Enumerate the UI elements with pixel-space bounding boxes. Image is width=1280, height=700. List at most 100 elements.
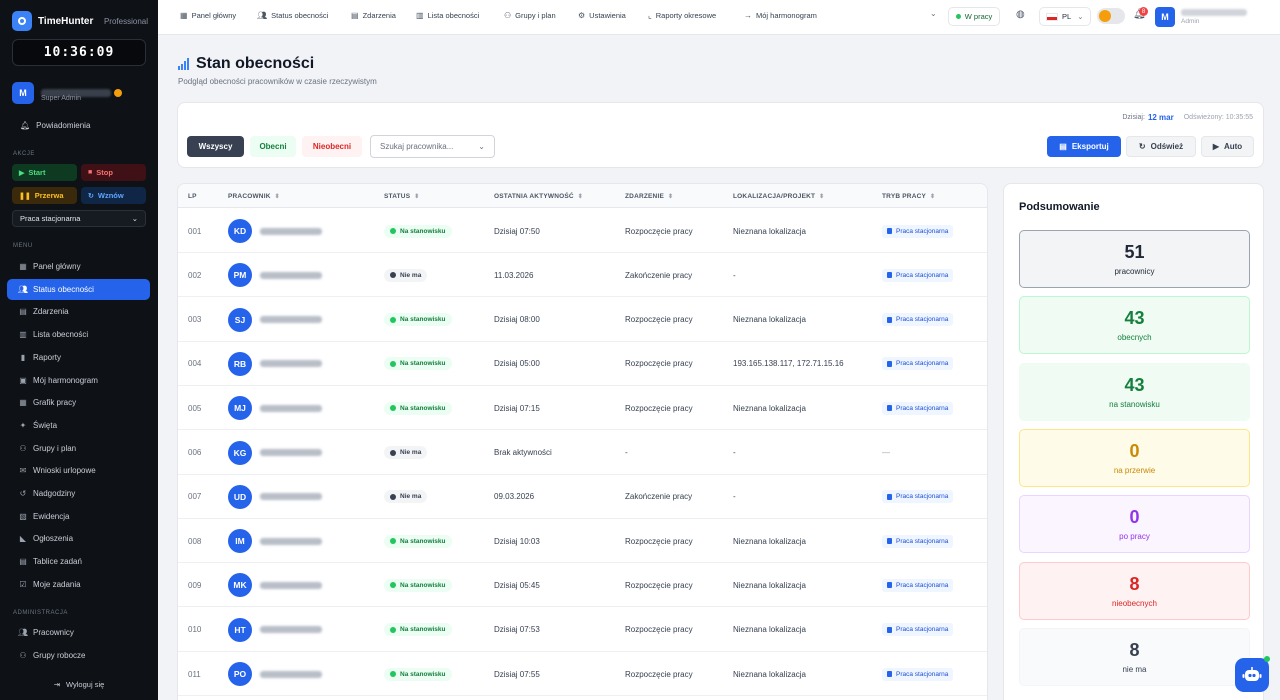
- sidebar-item-label: Lista obecności: [33, 330, 89, 340]
- refresh-button[interactable]: ↻ Odśwież: [1126, 136, 1196, 157]
- column-header-4[interactable]: OSTATNIA AKTYWNOŚĆ ⬍: [494, 184, 583, 208]
- summary-stat-4[interactable]: 0 na przerwie: [1019, 428, 1250, 487]
- sidebar-item-4[interactable]: ▥ Lista obecności: [7, 324, 150, 345]
- sidebar-item-3[interactable]: ▤ Zdarzenia: [7, 301, 150, 322]
- topnav-item-1[interactable]: ▦ Panel główny: [180, 0, 236, 30]
- table-row[interactable]: 007 UD Nie ma 09.03.2026 Zakończenie pracy - P…: [178, 475, 987, 519]
- employee-cell[interactable]: RB: [228, 342, 322, 386]
- stop-button[interactable]: ■ Stop: [81, 164, 146, 181]
- table-row[interactable]: 004 RB Na stanowisku Dzisiaj 05:00 Rozpoczęc…: [178, 342, 987, 386]
- topnav-item-6[interactable]: ⚙ Ustawienia: [578, 0, 626, 30]
- pause-button[interactable]: ❚❚ Przerwa: [12, 187, 77, 204]
- sidebar-item-7[interactable]: ▦ Grafik pracy: [7, 392, 150, 413]
- tasks-icon: ☑: [19, 579, 27, 589]
- resume-button[interactable]: ↻ Wznów: [81, 187, 146, 204]
- summary-stat-5[interactable]: 0 po pracy: [1019, 495, 1250, 554]
- summary-stat-7[interactable]: 8 nie ma: [1019, 627, 1250, 686]
- employee-cell[interactable]: KG: [228, 431, 322, 475]
- status-label: Na stanowisku: [400, 626, 446, 634]
- table-row[interactable]: 008 IM Na stanowisku Dzisiaj 10:03 Rozpoczęc…: [178, 519, 987, 564]
- status-label: Nie ma: [400, 271, 422, 279]
- sidebar-item-14[interactable]: ▤ Tablice zadań: [7, 551, 150, 572]
- topnav-item-3[interactable]: ▤ Zdarzenia: [351, 0, 396, 30]
- column-header-5[interactable]: ZDARZENIE ⬍: [625, 184, 673, 208]
- language-select[interactable]: PL ⌄: [1039, 7, 1091, 26]
- sidebar-item-11[interactable]: ↺ Nadgodziny: [7, 483, 150, 504]
- employee-search-select[interactable]: Szukaj pracownika... ⌄: [370, 135, 495, 158]
- globe-icon[interactable]: ◍: [1016, 9, 1025, 20]
- table-row[interactable]: 001 KD Na stanowisku Dzisiaj 07:50 Rozpoczęc…: [178, 209, 987, 253]
- topnav-item-4[interactable]: ▥ Lista obecności: [416, 0, 479, 30]
- notifications-link[interactable]: 🔔︎ Powiadomienia: [20, 121, 90, 130]
- stat-value: 0: [1129, 440, 1140, 461]
- sidebar-item-6[interactable]: ▣ Mój harmonogram: [7, 370, 150, 391]
- status-badge: Na stanowisku: [384, 224, 452, 238]
- employee-cell[interactable]: HT: [228, 608, 322, 652]
- summary-stat-1[interactable]: 51 pracownicy: [1019, 230, 1250, 288]
- admin-section-title: ADMINISTRACJA: [13, 610, 68, 616]
- sidebar-item-2[interactable]: 👥︎ Status obecności: [7, 278, 150, 300]
- topnav-item-8[interactable]: → Mój harmonogram: [744, 0, 817, 30]
- column-header-label: OSTATNIA AKTYWNOŚĆ: [494, 192, 574, 200]
- employee-cell[interactable]: PM: [228, 253, 322, 297]
- summary-stat-6[interactable]: 8 nieobecnych: [1019, 561, 1250, 620]
- summary-stat-2[interactable]: 43 obecnych: [1019, 296, 1250, 355]
- sidebar-item-9[interactable]: ⚇ Grupy i plan: [7, 438, 150, 459]
- employee-cell[interactable]: MJ: [228, 386, 322, 430]
- last-activity-cell: Dzisiaj 05:45: [494, 580, 540, 590]
- work-status-pill[interactable]: W pracy: [948, 7, 1000, 26]
- table-row[interactable]: 009 MK Na stanowisku Dzisiaj 05:45 Rozpoczęc…: [178, 563, 987, 608]
- employee-cell[interactable]: KD: [228, 209, 322, 253]
- table-row[interactable]: 006 KG Nie ma Brak aktywności - - —: [178, 431, 987, 475]
- table-row[interactable]: 011 PO Na stanowisku Dzisiaj 07:55 Rozpoczęc…: [178, 652, 987, 696]
- filter-absent-button[interactable]: Nieobecni: [302, 136, 362, 157]
- topnav-label: Grupy i plan: [515, 10, 556, 20]
- column-header-7[interactable]: TRYB PRACY ⬍: [882, 184, 935, 208]
- logout-button[interactable]: ⇥ Wyloguj się: [0, 680, 158, 689]
- status-dot: [390, 228, 396, 234]
- column-header-2[interactable]: PRACOWNIK ⬍: [228, 184, 280, 208]
- employee-cell[interactable]: UD: [228, 475, 322, 519]
- sidebar-item-5[interactable]: ▮ Raporty: [7, 347, 150, 368]
- column-header-6[interactable]: LOKALIZACJA/PROJEKT ⬍: [733, 184, 824, 208]
- event-cell: Rozpoczęcie pracy: [625, 580, 693, 590]
- brand[interactable]: TimeHunter Professional: [12, 11, 148, 31]
- filter-present-button[interactable]: Obecni: [250, 136, 296, 157]
- sidebar-item-12[interactable]: ▧ Ewidencja: [7, 506, 150, 527]
- filter-all-button[interactable]: Wszyscy: [187, 136, 244, 157]
- status-label: Na stanowisku: [400, 360, 446, 368]
- admin-item-1[interactable]: 👥︎ Pracownicy: [7, 622, 150, 643]
- refresh-icon: ↻: [1138, 142, 1146, 151]
- employee-cell[interactable]: SJ: [228, 298, 322, 342]
- chat-assistant-button[interactable]: [1235, 658, 1269, 692]
- topnav-item-5[interactable]: ⚇ Grupy i plan: [504, 0, 556, 30]
- summary-stat-3[interactable]: 43 na stanowisku: [1019, 362, 1250, 421]
- table-row[interactable]: 002 PM Nie ma 11.03.2026 Zakończenie pracy - P…: [178, 253, 987, 298]
- export-button[interactable]: ▤ Eksportuj: [1047, 136, 1121, 157]
- employee-cell[interactable]: MK: [228, 563, 322, 607]
- sidebar-user[interactable]: M: [12, 82, 122, 104]
- table-row[interactable]: 010 HT Na stanowisku Dzisiaj 07:53 Rozpoczęc…: [178, 608, 987, 652]
- column-header-3[interactable]: STATUS ⬍: [384, 184, 419, 208]
- sidebar-item-10[interactable]: ✉ Wnioski urlopowe: [7, 460, 150, 481]
- avatar[interactable]: M: [1155, 7, 1175, 27]
- work-mode-select[interactable]: Praca stacjonarna ⌄: [12, 210, 146, 227]
- table-row[interactable]: 003 SJ Na stanowisku Dzisiaj 08:00 Rozpoczęc…: [178, 298, 987, 342]
- table-row[interactable]: 005 MJ Na stanowisku Dzisiaj 07:15 Rozpoczęc…: [178, 386, 987, 431]
- employee-cell[interactable]: PO: [228, 652, 322, 696]
- event-cell: Zakończenie pracy: [625, 270, 693, 280]
- sidebar-item-1[interactable]: ▦ Panel główny: [7, 256, 150, 277]
- topnav-item-7[interactable]: ⌞ Raporty okresowe: [648, 0, 716, 30]
- sidebar-item-13[interactable]: ◣ Ogłoszenia: [7, 528, 150, 549]
- start-button[interactable]: ▶ Start: [12, 164, 77, 181]
- topnav-item-2[interactable]: 👥︎ Status obecności: [257, 0, 328, 30]
- status-cell: Na stanowisku: [384, 608, 452, 652]
- employee-cell[interactable]: IM: [228, 519, 322, 563]
- auto-refresh-button[interactable]: ▶ Auto: [1201, 136, 1254, 157]
- admin-item-2[interactable]: ⚇ Grupy robocze: [7, 645, 150, 666]
- work-mode-label: Praca stacjonarna: [896, 537, 949, 545]
- sidebar-item-15[interactable]: ☑ Moje zadania: [7, 574, 150, 595]
- sidebar-item-8[interactable]: ✦ Święta: [7, 415, 150, 436]
- theme-toggle[interactable]: [1097, 8, 1125, 24]
- chevron-down-icon[interactable]: ⌄: [930, 9, 937, 18]
